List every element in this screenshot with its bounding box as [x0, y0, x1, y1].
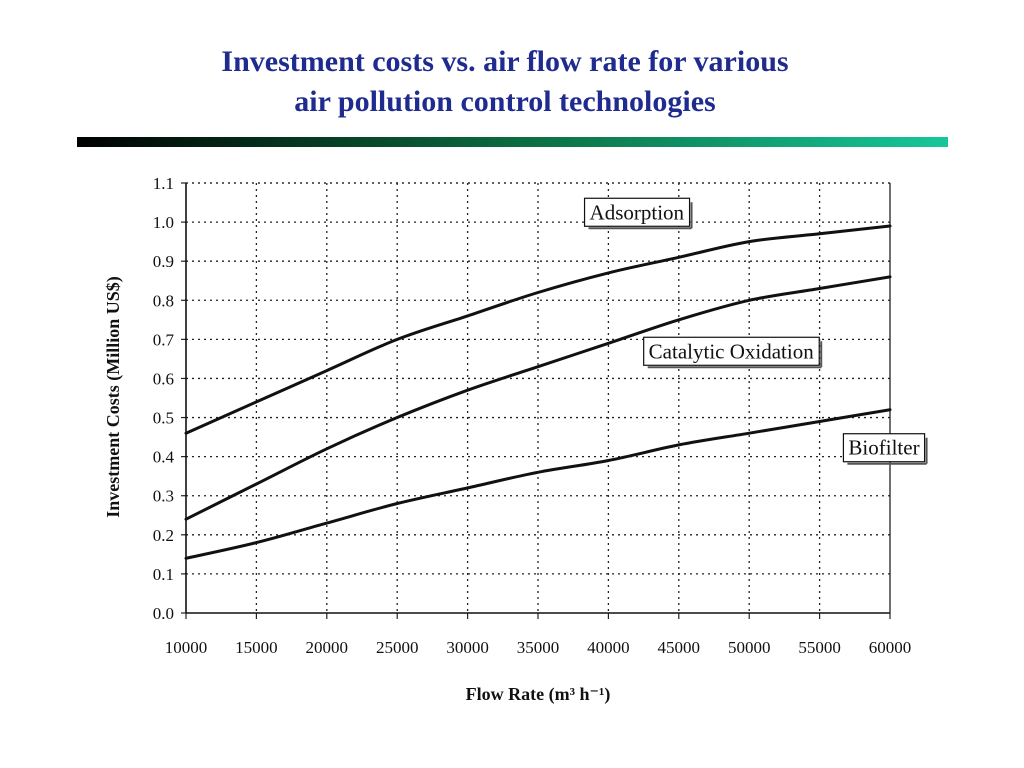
slide-title-line-1: Investment costs vs. air flow rate for v… — [221, 45, 789, 78]
x-tick-label: 40000 — [587, 638, 630, 657]
series-line-catalytic-oxidation — [184, 275, 892, 521]
x-tick-label: 35000 — [517, 638, 560, 657]
x-tick-label: 45000 — [658, 638, 701, 657]
x-tick-label: 60000 — [869, 638, 912, 657]
series-label-adsorption: Adsorption — [583, 197, 693, 230]
y-tick-label: 0.8 — [153, 291, 174, 310]
series-label-box — [583, 197, 691, 227]
y-tick-labels: 0.0 0.1 0.2 0.3 0.4 0.5 0.6 0.7 0.8 0.9 1.0 1.1 — [153, 174, 175, 623]
series-label-box — [842, 433, 926, 463]
series-line-adsorption — [184, 224, 892, 435]
slide-title-line-2: air pollution control technologies — [294, 85, 716, 118]
series-labels: Adsorption Catalytic Oxidation Biofilter — [583, 197, 928, 465]
y-tick-label: 0.2 — [153, 526, 174, 545]
x-tick-label: 20000 — [306, 638, 349, 657]
series-label-text: Catalytic Oxidation — [649, 339, 815, 363]
y-tick-label: 0.5 — [153, 409, 174, 428]
x-axis-label: Flow Rate (m³ h⁻¹) — [466, 684, 611, 705]
grid-lines — [186, 182, 890, 613]
y-tick-label: 1.1 — [153, 174, 174, 193]
y-tick-label: 0.0 — [153, 604, 174, 623]
y-axis-label: Investment Costs (Million US$) — [103, 276, 124, 518]
y-tick-label: 0.6 — [153, 369, 174, 388]
x-tick-labels: 10000 15000 20000 25000 30000 35000 40000 45000… — [165, 638, 912, 657]
series-line-biofilter — [184, 408, 892, 560]
y-tick-label: 1.0 — [153, 213, 174, 232]
series-label-text: Biofilter — [848, 436, 919, 460]
x-tick-label: 10000 — [165, 638, 208, 657]
y-tick-label: 0.7 — [153, 330, 175, 349]
y-tick-label: 0.9 — [153, 252, 174, 271]
title-divider-rule — [77, 137, 948, 147]
x-tick-label: 15000 — [235, 638, 278, 657]
y-tick-label: 0.3 — [153, 487, 174, 506]
series-label-box — [643, 336, 820, 366]
series-label-text: Adsorption — [590, 200, 685, 224]
series-lines — [184, 224, 892, 560]
x-tick-label: 30000 — [446, 638, 489, 657]
slide-title: Investment costs vs. air flow rate for v… — [80, 42, 930, 122]
x-tick-label: 25000 — [376, 638, 419, 657]
y-tick-label: 0.1 — [153, 565, 174, 584]
plot-frame — [181, 182, 891, 619]
series-label-biofilter: Biofilter — [842, 433, 928, 465]
y-tick-label: 0.4 — [153, 448, 175, 467]
x-tick-label: 55000 — [798, 638, 841, 657]
x-tick-label: 50000 — [728, 638, 771, 657]
series-label-catalytic-oxidation: Catalytic Oxidation — [643, 336, 823, 369]
